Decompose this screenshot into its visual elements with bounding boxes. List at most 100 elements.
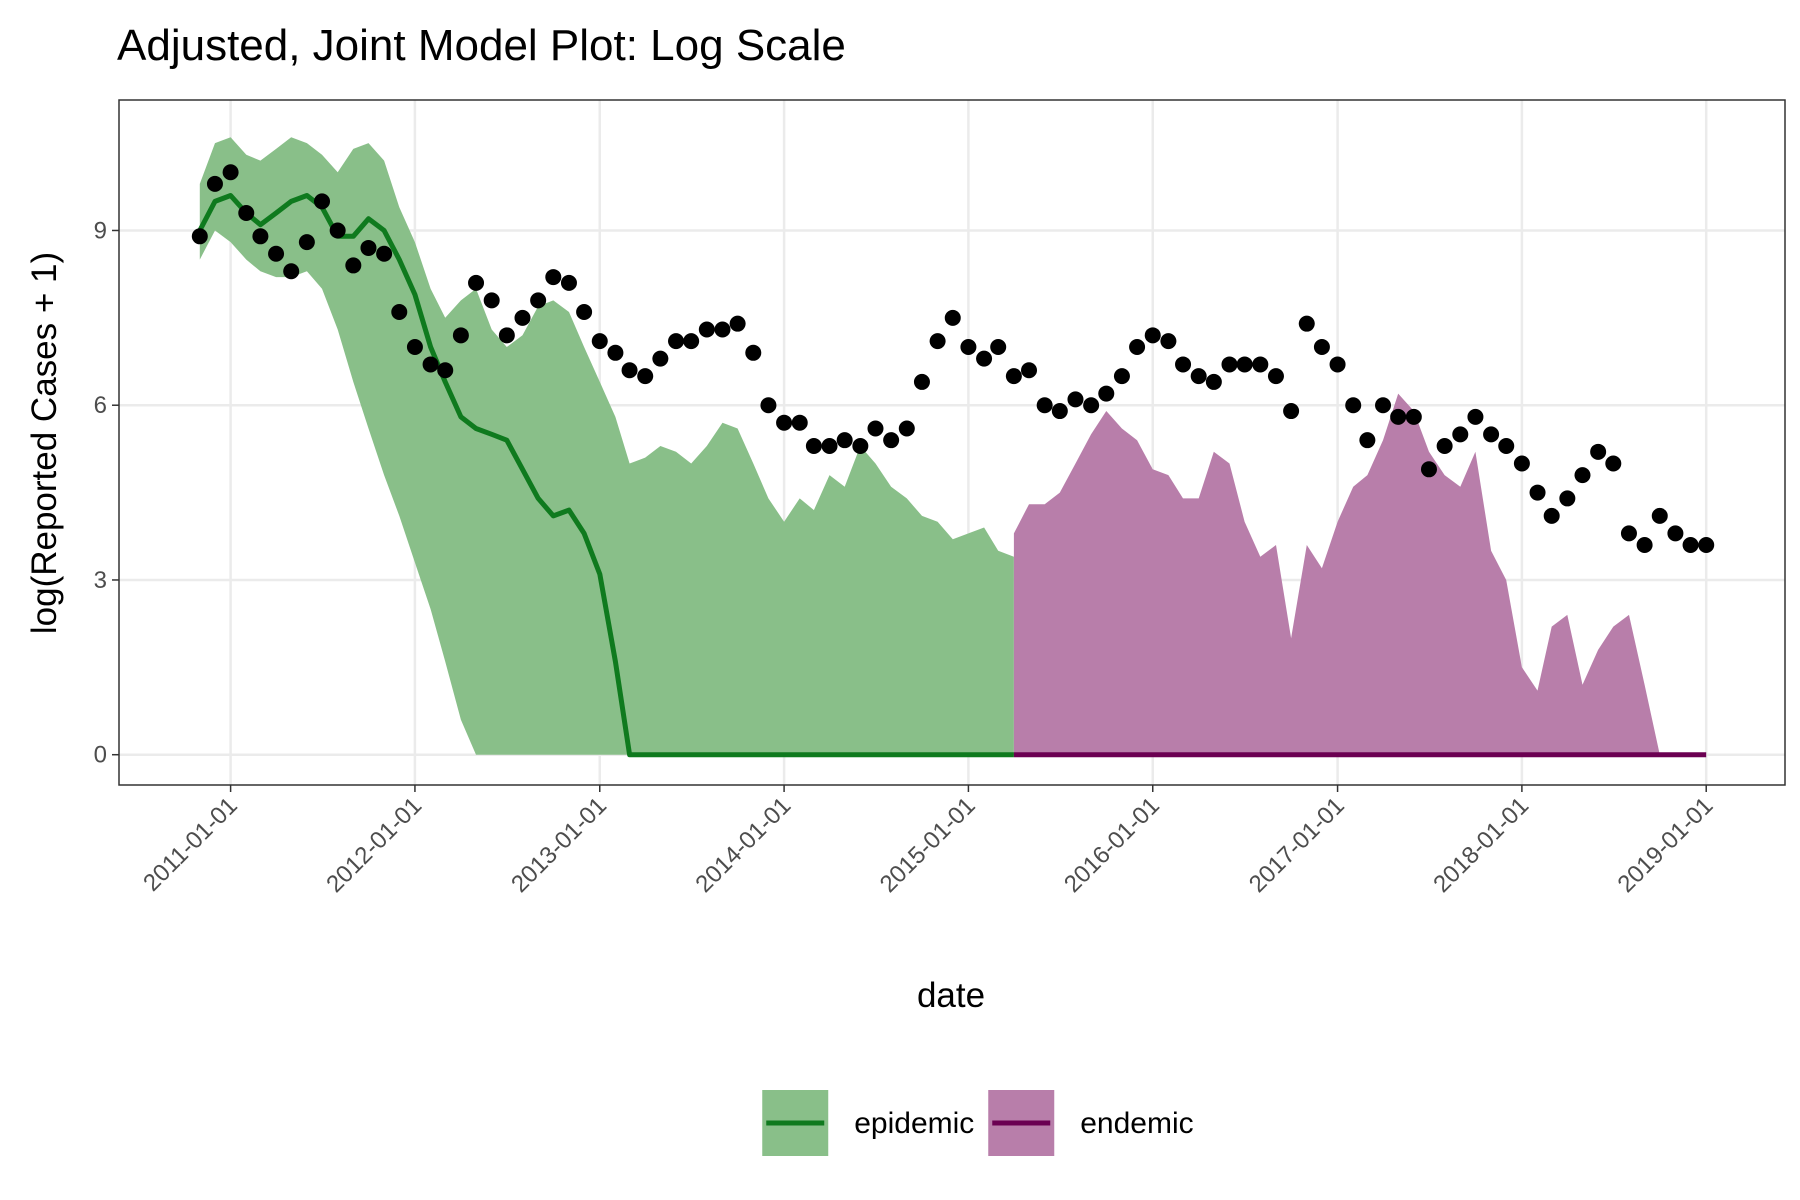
data-point [1574,467,1591,484]
data-point [1405,408,1422,425]
data-point [898,420,915,437]
data-point [560,274,577,291]
data-point [621,362,638,379]
data-point [1098,385,1115,402]
data-point [852,437,869,454]
data-point [498,327,515,344]
data-point [314,193,331,210]
data-point [298,234,315,251]
data-point [360,239,377,256]
data-point [1620,525,1637,542]
data-point [1359,432,1376,449]
data-point [1559,490,1576,507]
data-point [1036,397,1053,414]
data-point [1651,507,1668,524]
data-point [1021,362,1038,379]
data-point [1283,403,1300,420]
data-point [652,350,669,367]
x-axis-title: date [917,976,985,1015]
data-point [268,245,285,262]
data-point [1205,373,1222,390]
y-axis-title: log(Reported Cases + 1) [25,252,64,634]
y-tick-label: 0 [94,742,107,769]
data-point [1498,437,1515,454]
data-point [929,333,946,350]
data-point [1682,537,1699,554]
data-point [206,175,223,192]
data-point [1083,397,1100,414]
data-point [668,333,685,350]
ribbon [199,137,1014,755]
data-point [468,274,485,291]
y-tick-label: 9 [94,217,107,244]
data-point [791,414,808,431]
data-point [1513,455,1530,472]
data-point [776,414,793,431]
data-point [1129,338,1146,355]
data-point [714,321,731,338]
legend-label: epidemic [854,1107,974,1140]
data-point [1467,408,1484,425]
data-point [698,321,715,338]
data-point [1067,391,1084,408]
data-point [760,397,777,414]
data-point [1329,356,1346,373]
data-point [1236,356,1253,373]
y-tick-label: 3 [94,567,107,594]
data-point [1113,368,1130,385]
data-point [1667,525,1684,542]
y-tick-label: 6 [94,392,107,419]
data-point [1483,426,1500,443]
data-point [1175,356,1192,373]
data-point [345,257,362,274]
data-point [1420,461,1437,478]
data-point [1543,507,1560,524]
data-point [576,304,593,321]
data-point [805,437,822,454]
data-point [1605,455,1622,472]
data-point [452,327,469,344]
data-point [422,356,439,373]
data-point [683,333,700,350]
data-point [530,292,547,309]
data-point [514,309,531,326]
data-point [391,304,408,321]
data-point [1005,368,1022,385]
legend: epidemic endemic [762,1090,1194,1156]
data-point [1636,537,1653,554]
data-point [191,228,208,245]
data-point [238,205,255,222]
data-point [990,338,1007,355]
plot-border [118,99,1786,786]
data-point [1051,403,1068,420]
data-point [1436,437,1453,454]
data-point [1267,368,1284,385]
legend-label: endemic [1080,1107,1193,1140]
data-point [591,333,608,350]
chart-title: Adjusted, Joint Model Plot: Log Scale [117,21,846,70]
data-point [1590,443,1607,460]
data-point [913,373,930,390]
data-point [252,228,269,245]
data-point [867,420,884,437]
data-point [1345,397,1362,414]
data-point [976,350,993,367]
data-point [944,309,961,326]
data-point [483,292,500,309]
data-point [376,245,393,262]
data-point [883,432,900,449]
data-point [836,432,853,449]
data-point [960,338,977,355]
data-point [1190,368,1207,385]
data-point [222,164,239,181]
data-point [821,437,838,454]
data-point [406,338,423,355]
data-point [283,263,300,280]
data-point [1698,537,1715,554]
data-point [1144,327,1161,344]
data-point [1452,426,1469,443]
data-point [437,362,454,379]
data-point [607,344,624,361]
data-point [1313,338,1330,355]
